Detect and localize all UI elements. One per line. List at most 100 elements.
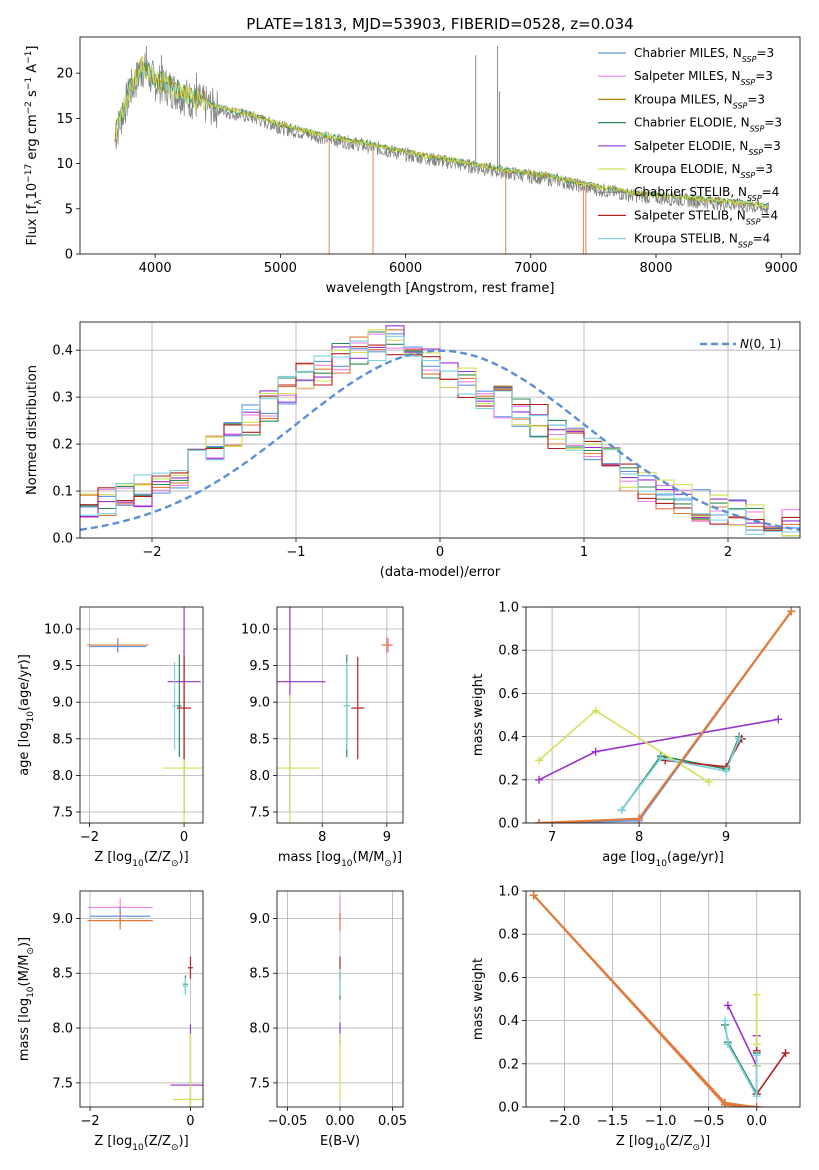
y-tick-label: 10.0 xyxy=(241,622,270,637)
weight-marker xyxy=(656,754,665,763)
x-tick-label: −1.5 xyxy=(597,1114,629,1129)
figure-title: PLATE=1813, MJD=53903, FIBERID=0528, z=0… xyxy=(246,15,633,33)
x-tick-label: −0.05 xyxy=(268,1114,308,1129)
ebv-vs-mass-panel: −0.05 0.00 0.05 7.5 8.0 8.5 9.0 E(B-V) xyxy=(249,890,407,1149)
weight-marker xyxy=(723,1040,732,1049)
y-tick-label: 0.2 xyxy=(498,773,519,788)
y-tick-label: 0.4 xyxy=(498,730,519,745)
weight-marker xyxy=(721,1016,730,1025)
plot-area xyxy=(80,325,800,537)
y-tick-label: 5 xyxy=(65,202,73,217)
z-vs-mass-panel: −2 0 7.5 8.0 8.5 9.0 Z [log10(Z/Z⊙)] mass [log1… xyxy=(17,890,204,1153)
y-tick-label: 0.0 xyxy=(498,817,519,832)
weight-marker xyxy=(535,756,544,765)
y-tick-label: 0.2 xyxy=(498,1057,519,1072)
weight-marker xyxy=(774,715,783,724)
x-tick-label: −1 xyxy=(286,545,305,560)
weight-marker xyxy=(752,990,761,999)
y-tick-label: 8.5 xyxy=(249,732,270,747)
x-axis-label: Z [log10(Z/Z⊙)] xyxy=(94,1134,188,1153)
model-line xyxy=(114,55,769,209)
x-tick-label: 6000 xyxy=(389,261,422,276)
plot-area xyxy=(114,46,770,254)
y-tick-label: 9.0 xyxy=(249,912,270,927)
weight-line xyxy=(724,1020,758,1100)
legend-entry: Salpeter STELIB, NSSP=4 xyxy=(634,208,778,226)
legend-entry: Chabrier STELIB, NSSP=4 xyxy=(634,185,779,203)
weight-line xyxy=(538,610,792,823)
plot-area xyxy=(535,607,796,823)
x-axis-label: Z [log10(Z/Z⊙)] xyxy=(616,1134,710,1153)
x-axis-label: wavelength [Angstrom, rest frame] xyxy=(326,281,555,296)
x-tick-label: 0 xyxy=(186,1114,194,1129)
x-axis-label: age [log10(age/yr)] xyxy=(602,850,724,869)
x-axis-label: E(B-V) xyxy=(320,1134,360,1149)
x-tick-label: 0.0 xyxy=(746,1114,767,1129)
y-tick-label: 9.0 xyxy=(52,912,73,927)
weight-marker xyxy=(635,814,644,823)
legend-entry: Kroupa ELODIE, NSSP=3 xyxy=(634,162,773,180)
x-tick-label: 8000 xyxy=(639,261,672,276)
legend-entry: Kroupa STELIB, NSSP=4 xyxy=(634,232,770,250)
legend-entry: Salpeter ELODIE, NSSP=3 xyxy=(634,139,781,157)
x-tick-label: 2 xyxy=(724,545,732,560)
x-axis-label: Z [log10(Z/Z⊙)] xyxy=(94,850,188,869)
x-tick-label: 8 xyxy=(318,830,326,845)
x-tick-label: −2 xyxy=(80,1114,99,1129)
x-tick-label: 8 xyxy=(635,830,643,845)
x-tick-label: 0.00 xyxy=(326,1114,355,1129)
weight-marker xyxy=(722,767,731,776)
weight-line xyxy=(538,610,792,823)
x-axis-label: (data-model)/error xyxy=(380,565,501,580)
axes-frame xyxy=(79,890,204,1108)
weight-marker xyxy=(752,1051,761,1060)
legend-entry: Chabrier ELODIE, NSSP=3 xyxy=(634,116,782,134)
weight-marker xyxy=(781,1049,790,1057)
x-tick-label: −2 xyxy=(142,545,161,560)
x-tick-label: 0.05 xyxy=(378,1114,407,1129)
y-tick-label: 9.5 xyxy=(52,659,73,674)
y-tick-label: 0.3 xyxy=(52,391,73,406)
weight-line xyxy=(538,610,792,823)
weight-line xyxy=(533,894,757,1107)
y-tick-label: 0.4 xyxy=(498,1014,519,1029)
weight-line xyxy=(532,894,757,1107)
y-tick-label: 0.6 xyxy=(498,687,519,702)
y-tick-label: 10 xyxy=(56,157,73,172)
y-tick-label: 7.5 xyxy=(249,806,270,821)
y-tick-label: 9.5 xyxy=(249,659,270,674)
y-tick-label: 7.5 xyxy=(52,1076,73,1091)
y-tick-label: 8.5 xyxy=(249,967,270,982)
x-tick-label: 0 xyxy=(180,830,188,845)
histogram-step xyxy=(80,335,800,535)
x-tick-label: 7 xyxy=(548,830,556,845)
axes-frame xyxy=(79,36,801,255)
z-mass-weight-panel: −2.0 −1.5 −1.0 −0.5 0.0 0.0 0.2 0.4 0.6 0.8 1.0 Z [… xyxy=(471,885,801,1153)
age-mass-weight-panel: 7 8 9 0.0 0.2 0.4 0.6 0.8 1.0 age [log10(age/yr)]… xyxy=(471,601,801,869)
y-axis-label: mass weight xyxy=(471,958,486,1040)
x-tick-label: −1.0 xyxy=(645,1114,677,1129)
y-tick-label: 0 xyxy=(65,248,73,263)
weight-line xyxy=(533,894,757,1107)
axes-frame xyxy=(276,890,404,1108)
x-tick-label: 0 xyxy=(436,545,444,560)
y-tick-label: 7.5 xyxy=(249,1076,270,1091)
weight-marker xyxy=(617,806,626,815)
weight-line xyxy=(727,1005,758,1067)
weight-marker xyxy=(529,891,538,900)
x-tick-label: 9 xyxy=(722,830,730,845)
axes-frame xyxy=(276,606,404,824)
gaussian-curve xyxy=(80,349,800,531)
x-tick-label: −0.5 xyxy=(693,1114,725,1129)
weight-marker xyxy=(704,777,713,786)
y-tick-label: 0.2 xyxy=(52,438,73,453)
spectrum-panel: 4000 5000 6000 7000 8000 9000 0 5 10 15 20 waveleng… xyxy=(24,36,801,296)
weight-marker xyxy=(752,1092,761,1101)
x-tick-label: 9000 xyxy=(765,261,798,276)
y-tick-label: 8.5 xyxy=(52,732,73,747)
y-tick-label: 10.0 xyxy=(44,622,73,637)
y-tick-label: 0.1 xyxy=(52,485,73,500)
weight-marker xyxy=(535,775,544,784)
weight-line xyxy=(533,894,757,1107)
weight-marker xyxy=(735,734,744,743)
